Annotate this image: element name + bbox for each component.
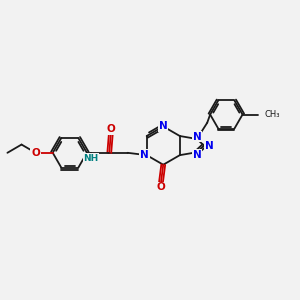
Text: N: N — [193, 132, 201, 142]
Text: N: N — [193, 150, 201, 160]
Text: O: O — [106, 124, 115, 134]
Text: NH: NH — [83, 154, 99, 163]
Text: O: O — [157, 182, 165, 192]
Text: CH₃: CH₃ — [264, 110, 280, 119]
Text: N: N — [159, 122, 168, 131]
Text: N: N — [140, 150, 149, 160]
Text: N: N — [205, 141, 214, 151]
Text: O: O — [31, 148, 40, 158]
